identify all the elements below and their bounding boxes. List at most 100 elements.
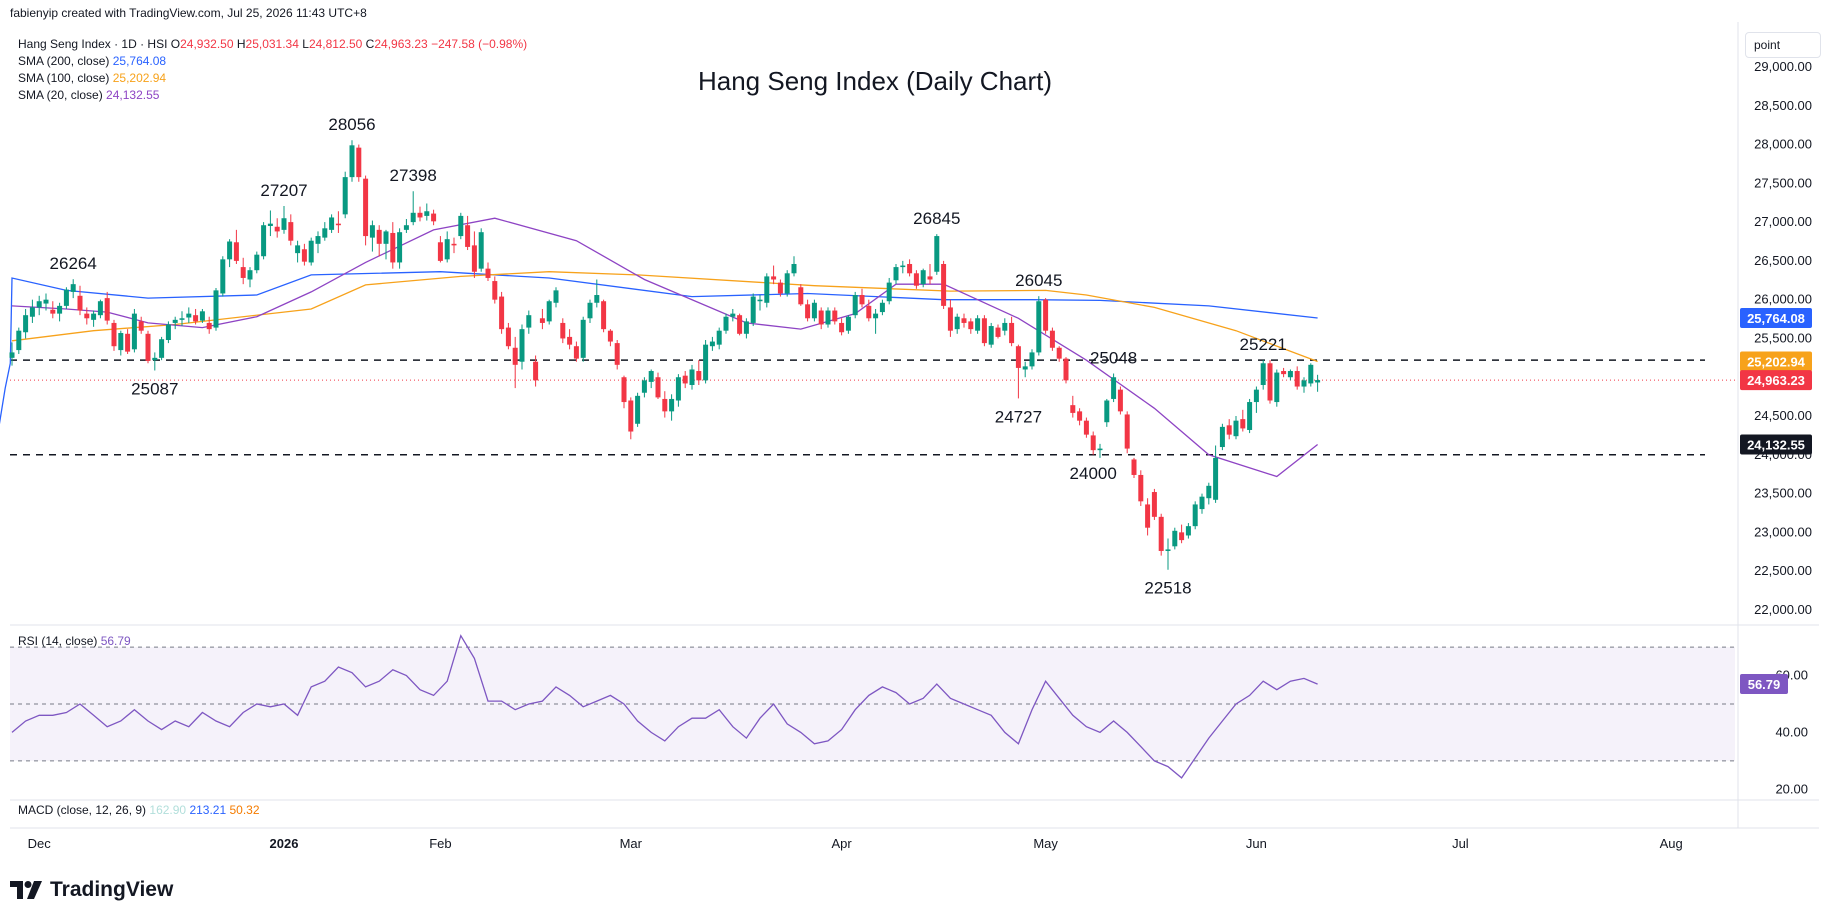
candle-body — [1315, 380, 1321, 383]
candle-body — [1124, 414, 1130, 449]
sma200-label: SMA (200, close) — [18, 54, 110, 68]
candle-body — [267, 223, 273, 226]
candle — [859, 288, 865, 308]
candle-body — [288, 222, 294, 241]
candle — [1070, 395, 1076, 418]
candle — [1151, 488, 1157, 520]
candle-body — [23, 315, 29, 333]
tradingview-logo[interactable]: TradingView — [10, 878, 173, 902]
candle-body — [165, 324, 171, 341]
macd-legend[interactable]: MACD (close, 12, 26, 9) 162.90 213.21 50… — [18, 803, 260, 817]
price-annotation: 24727 — [995, 407, 1042, 426]
candle-body — [329, 217, 335, 230]
candle-body — [900, 265, 906, 268]
candle-body — [390, 232, 396, 263]
candle-body — [213, 290, 219, 328]
ohlc-close: 24,963.23 — [374, 37, 428, 51]
candle-body — [356, 147, 362, 178]
sma100-value: 25,202.94 — [112, 71, 167, 85]
candle — [431, 209, 437, 226]
candle — [1111, 373, 1117, 403]
candle — [240, 257, 246, 285]
candle — [1083, 417, 1089, 438]
candle — [261, 222, 267, 260]
candle — [478, 228, 484, 272]
candle — [295, 240, 301, 263]
candle — [1022, 361, 1028, 378]
sma100-legend[interactable]: SMA (100, close) 25,202.94 — [18, 70, 527, 87]
candle — [1090, 431, 1096, 455]
rsi-tick-label: 40.00 — [1775, 724, 1808, 739]
price-tags: 25,764.08 25,202.94 24,963.23 24,132.55 — [1740, 307, 1812, 455]
candle-body — [866, 305, 872, 319]
candle — [1117, 386, 1123, 415]
price-tag-label: 24,963.23 — [1747, 373, 1805, 388]
candle-body — [499, 296, 505, 330]
price-unit-button[interactable]: point — [1745, 32, 1821, 58]
price-tag — [1740, 351, 1812, 372]
candle — [519, 324, 525, 370]
legend-panel: Hang Seng Index · 1D · HSI O24,932.50 H2… — [18, 36, 527, 104]
price-annotation: 28056 — [328, 115, 375, 134]
candle-body — [1151, 492, 1157, 517]
candle — [84, 307, 90, 325]
price-tick-label: 28,500.00 — [1754, 98, 1812, 113]
candle-body — [383, 231, 389, 244]
price-tag — [1740, 370, 1812, 391]
ohlc-low: 24,812.50 — [308, 37, 363, 51]
sma20-legend[interactable]: SMA (20, close) 24,132.55 — [18, 87, 527, 104]
time-tick-label: Apr — [831, 836, 852, 851]
candle — [1226, 419, 1232, 440]
chart-canvas[interactable]: 26264 25087 27207 28056 27398 26845 26045 24727… — [0, 0, 1827, 870]
rsi-legend[interactable]: RSI (14, close) 56.79 — [18, 634, 131, 648]
time-tick-label: Dec — [28, 836, 52, 851]
price-annotation: 27398 — [390, 166, 437, 185]
price-axis[interactable]: 22,000.0022,500.0023,000.0023,500.0024,0… — [1754, 59, 1812, 617]
candle — [322, 222, 328, 241]
price-tick-label: 23,000.00 — [1754, 524, 1812, 539]
rsi-value: 56.79 — [100, 634, 131, 648]
candle — [29, 299, 35, 323]
candle-body — [539, 318, 545, 323]
time-axis[interactable]: Dec 2026 Feb Mar Apr May Jun Jul Aug — [28, 836, 1683, 851]
candle-body — [431, 213, 437, 222]
candle-body — [682, 375, 688, 384]
candle — [1247, 398, 1253, 434]
candle-body — [893, 267, 899, 281]
candle — [560, 318, 566, 344]
candle — [818, 307, 824, 330]
rsi-value-tag — [1740, 674, 1788, 695]
candle — [533, 355, 539, 387]
candle-body — [709, 341, 715, 347]
candle — [866, 299, 872, 322]
candle — [349, 140, 355, 182]
sma200-legend[interactable]: SMA (200, close) 25,764.08 — [18, 53, 527, 70]
candle — [798, 284, 804, 306]
candle — [1138, 470, 1144, 506]
price-tick-label: 25,500.00 — [1754, 330, 1812, 345]
candlestick-series — [9, 140, 1321, 570]
price-annotation: 25087 — [131, 379, 178, 398]
candle-body — [995, 327, 1001, 337]
candle — [961, 313, 967, 328]
rsi-band-fill — [10, 647, 1735, 761]
candle — [662, 391, 668, 418]
candle — [369, 220, 375, 252]
candle — [1097, 443, 1103, 458]
candle-body — [947, 307, 953, 331]
candle-body — [1199, 496, 1205, 510]
candle — [1165, 538, 1171, 570]
candle-body — [57, 305, 63, 314]
candle-body — [451, 243, 457, 246]
candle — [131, 308, 137, 353]
candle — [315, 231, 321, 254]
candle — [1029, 349, 1035, 370]
candle-body — [737, 315, 743, 334]
candle-body — [295, 245, 301, 254]
ohlc-open: 24,932.50 — [180, 37, 234, 51]
candle-body — [852, 295, 858, 316]
candle-body — [1063, 358, 1069, 381]
candle — [1287, 369, 1293, 381]
price-annotation: 27207 — [260, 181, 307, 200]
candle — [1043, 298, 1049, 334]
